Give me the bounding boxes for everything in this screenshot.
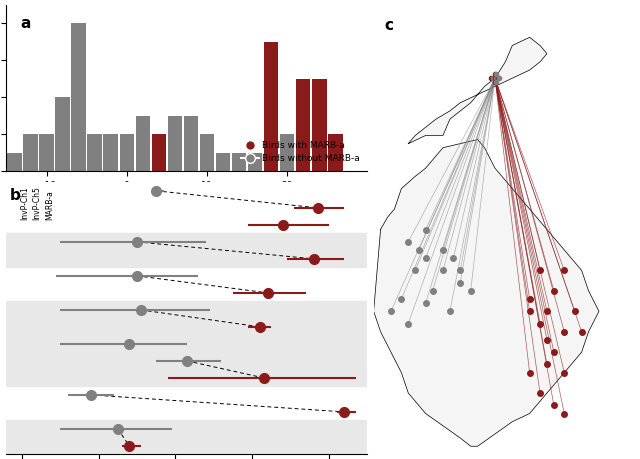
Bar [168, 116, 182, 171]
Bar [6, 369, 367, 386]
Text: InvP-Ch5: InvP-Ch5 [33, 186, 42, 220]
Polygon shape [374, 140, 599, 446]
Bar [6, 302, 367, 319]
Bar [6, 319, 367, 336]
Text: c: c [384, 18, 393, 33]
Bar [6, 437, 367, 454]
Text: MARB-a: MARB-a [45, 190, 54, 220]
Bar [152, 134, 166, 171]
Bar [23, 134, 38, 171]
Bar [6, 420, 367, 437]
Bar [216, 153, 230, 171]
Bar [88, 134, 102, 171]
Text: a: a [21, 16, 31, 31]
Bar [39, 134, 54, 171]
Bar [7, 153, 22, 171]
Bar [280, 134, 294, 171]
Bar [72, 23, 86, 171]
X-axis label: Mediterranean crossing longitude (°E): Mediterranean crossing longitude (°E) [94, 196, 280, 206]
Bar [120, 134, 134, 171]
Legend: Birds with MARB-a, Birds without MARB-a: Birds with MARB-a, Birds without MARB-a [237, 137, 363, 167]
Bar [6, 353, 367, 369]
Bar [264, 42, 278, 171]
Bar [55, 97, 70, 171]
Bar [232, 153, 246, 171]
Bar [248, 153, 262, 171]
Text: b: b [10, 188, 21, 203]
Bar [6, 336, 367, 353]
Bar [136, 116, 150, 171]
Text: InvP-Ch1: InvP-Ch1 [20, 186, 29, 220]
Bar [328, 134, 342, 171]
Bar [312, 78, 326, 171]
Bar [6, 233, 367, 250]
Bar [200, 134, 214, 171]
Bar [184, 116, 198, 171]
Bar [296, 78, 310, 171]
Polygon shape [408, 37, 547, 144]
Bar [6, 250, 367, 267]
Bar [104, 134, 118, 171]
